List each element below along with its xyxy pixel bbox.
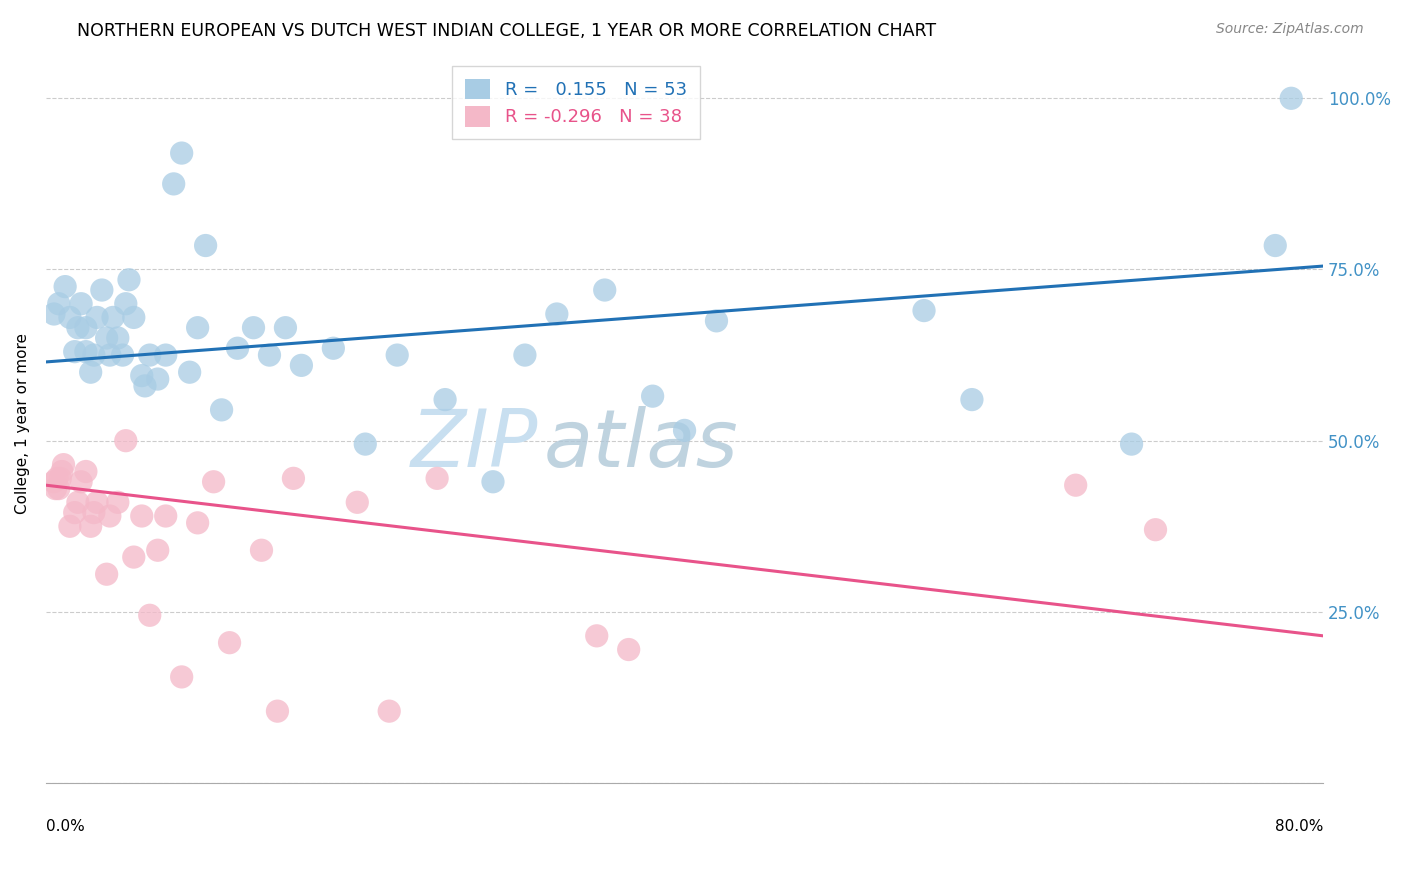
Point [107,495,129,509]
Point [48,297,70,311]
Point [163,177,186,191]
Point [122,310,145,325]
Point [107,331,129,345]
Point [42,307,65,321]
Point [83,506,105,520]
Point [266,704,288,718]
Point [283,471,305,485]
Point [111,348,134,362]
Point [226,341,249,355]
Point [75,344,97,359]
Point [426,471,449,485]
Point [211,402,233,417]
Point [98,348,121,362]
Point [354,437,377,451]
Point [194,238,217,252]
Point [118,273,141,287]
Point [641,389,664,403]
Point [179,365,201,379]
Point [70,297,93,311]
Point [1144,523,1167,537]
Point [706,314,728,328]
Point [86,495,108,509]
Point [101,310,124,325]
Point [75,465,97,479]
Point [546,307,568,321]
Point [98,508,121,523]
Point [59,519,82,533]
Point [1064,478,1087,492]
Point [322,341,344,355]
Point [66,495,89,509]
Point [170,146,193,161]
Point [63,344,86,359]
Point [83,348,105,362]
Point [66,320,89,334]
Point [90,283,112,297]
Point [139,608,162,623]
Point [96,567,118,582]
Point [187,320,209,334]
Text: atlas: atlas [544,406,738,484]
Point [378,704,401,718]
Point [46,471,69,485]
Point [155,508,177,523]
Point [131,368,153,383]
Point [79,365,101,379]
Point [52,458,75,472]
Point [139,348,162,362]
Point [912,303,935,318]
Point [51,465,73,479]
Point [482,475,505,489]
Point [187,516,209,530]
Point [585,629,607,643]
Point [434,392,457,407]
Point [617,642,640,657]
Point [63,506,86,520]
Point [242,320,264,334]
Point [146,372,169,386]
Point [114,297,136,311]
Point [274,320,297,334]
Point [70,475,93,489]
Point [218,635,240,649]
Legend: R =   0.155   N = 53, R = -0.296   N = 38: R = 0.155 N = 53, R = -0.296 N = 38 [453,66,700,139]
Text: 0.0%: 0.0% [46,819,84,834]
Text: NORTHERN EUROPEAN VS DUTCH WEST INDIAN COLLEGE, 1 YEAR OR MORE CORRELATION CHART: NORTHERN EUROPEAN VS DUTCH WEST INDIAN C… [77,22,936,40]
Point [48,482,70,496]
Text: 80.0%: 80.0% [1275,819,1323,834]
Point [673,424,696,438]
Point [593,283,616,297]
Point [53,279,76,293]
Point [122,550,145,565]
Point [290,359,312,373]
Point [134,379,156,393]
Point [960,392,983,407]
Text: Source: ZipAtlas.com: Source: ZipAtlas.com [1216,22,1364,37]
Point [59,310,82,325]
Point [42,475,65,489]
Point [75,320,97,334]
Point [45,482,67,496]
Point [513,348,536,362]
Point [1121,437,1143,451]
Point [250,543,273,558]
Y-axis label: College, 1 year or more: College, 1 year or more [15,333,30,514]
Point [346,495,368,509]
Point [259,348,281,362]
Point [114,434,136,448]
Point [146,543,169,558]
Point [86,310,108,325]
Point [155,348,177,362]
Point [170,670,193,684]
Point [49,471,72,485]
Point [1279,91,1302,105]
Point [79,519,101,533]
Point [202,475,225,489]
Point [385,348,408,362]
Point [1264,238,1286,252]
Text: ZIP: ZIP [411,406,537,484]
Point [96,331,118,345]
Point [131,508,153,523]
